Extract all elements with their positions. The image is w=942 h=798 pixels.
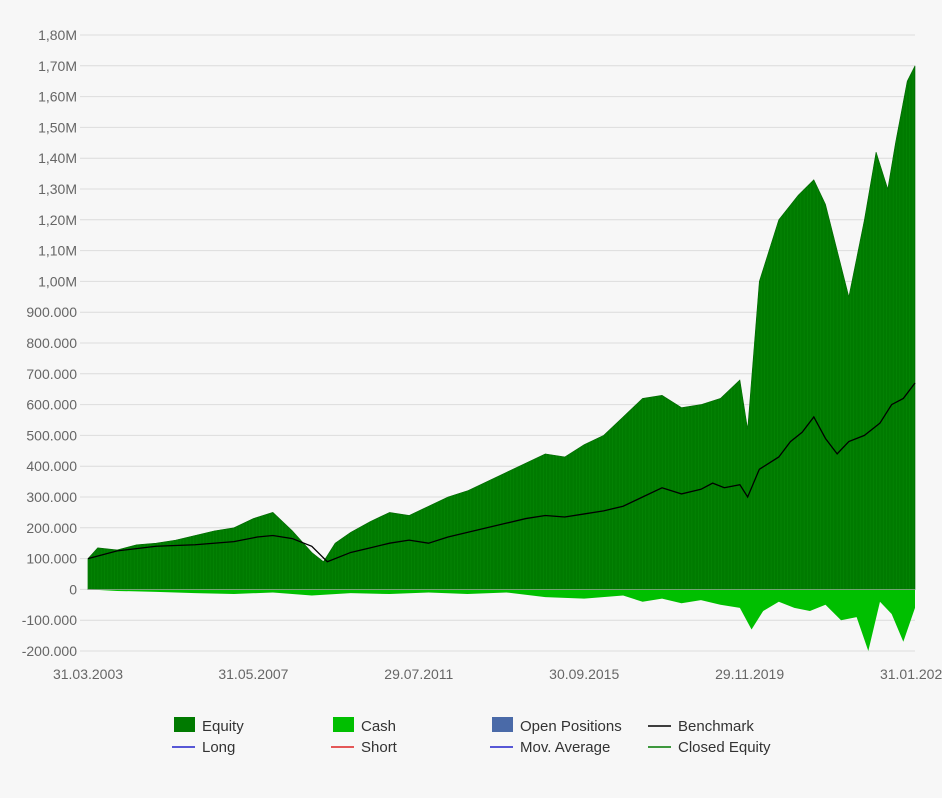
legend-label: Closed Equity [678, 739, 771, 756]
y-tick-label: 1,20M [38, 212, 77, 228]
legend-swatch [174, 717, 195, 732]
legend-item-mov-average[interactable]: Mov. Average [490, 739, 610, 756]
legend-label: Equity [202, 718, 244, 735]
legend-item-long[interactable]: Long [172, 739, 235, 756]
legend: Equity Cash Open Positions Benchmark Long Sho… [172, 717, 771, 756]
legend-label: Open Positions [520, 718, 622, 735]
y-tick-label: 1,60M [38, 89, 77, 105]
y-tick-label: 300.000 [26, 489, 77, 505]
y-tick-label: 1,50M [38, 119, 77, 135]
legend-item-short[interactable]: Short [331, 739, 398, 756]
legend-swatch [333, 717, 354, 732]
equity-hatching [87, 69, 914, 590]
benchmark-line [87, 382, 916, 563]
y-axis-ticks: 1,80M 1,70M 1,60M 1,50M 1,40M 1,30M 1,20M 1,10M… [22, 27, 77, 659]
x-tick-label: 31.01.2024 [880, 666, 942, 682]
plot-area [87, 65, 916, 651]
legend-item-cash[interactable]: Cash [333, 717, 396, 735]
y-tick-label: 600.000 [26, 397, 77, 413]
y-tick-label: 700.000 [26, 366, 77, 382]
y-tick-label: 1,10M [38, 243, 77, 259]
legend-label: Mov. Average [520, 739, 610, 756]
y-tick-label: 1,70M [38, 58, 77, 74]
legend-item-closed-equity[interactable]: Closed Equity [648, 739, 771, 756]
legend-label: Benchmark [678, 718, 754, 735]
y-tick-label: 800.000 [26, 335, 77, 351]
x-axis-ticks: 31.03.2003 31.05.2007 29.07.2011 30.09.2015… [53, 666, 942, 682]
y-tick-label: -100.000 [22, 612, 77, 628]
y-tick-label: 1,30M [38, 181, 77, 197]
x-tick-label: 29.11.2019 [715, 666, 784, 682]
x-tick-label: 31.03.2003 [53, 666, 123, 682]
y-tick-label: 1,00M [38, 273, 77, 289]
legend-item-open-positions[interactable]: Open Positions [492, 717, 622, 735]
legend-label: Long [202, 739, 235, 756]
y-tick-label: 100.000 [26, 551, 77, 567]
y-tick-label: 900.000 [26, 304, 77, 320]
legend-item-benchmark[interactable]: Benchmark [648, 718, 754, 735]
x-tick-label: 29.07.2011 [384, 666, 453, 682]
cash-area [88, 589, 915, 651]
legend-item-equity[interactable]: Equity [174, 717, 244, 735]
y-tick-label: 0 [69, 581, 77, 597]
y-tick-label: 400.000 [26, 458, 77, 474]
y-tick-label: 1,80M [38, 27, 77, 43]
y-tick-label: 200.000 [26, 520, 77, 536]
legend-swatch [492, 717, 513, 732]
x-tick-label: 31.05.2007 [218, 666, 288, 682]
x-tick-label: 30.09.2015 [549, 666, 619, 682]
y-tick-label: 1,40M [38, 150, 77, 166]
legend-label: Short [361, 739, 398, 756]
legend-label: Cash [361, 718, 396, 735]
y-tick-label: -200.000 [22, 643, 77, 659]
y-tick-label: 500.000 [26, 427, 77, 443]
